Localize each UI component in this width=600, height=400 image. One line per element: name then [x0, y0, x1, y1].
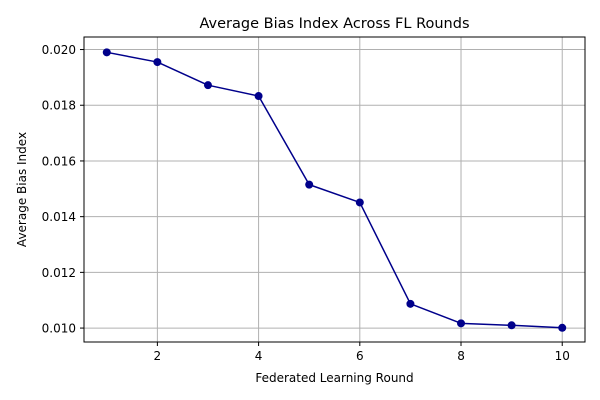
data-point — [305, 180, 314, 189]
y-tick-label: 0.018 — [42, 99, 76, 113]
chart-title: Average Bias Index Across FL Rounds — [199, 16, 469, 32]
x-tick-label: 4 — [255, 349, 263, 363]
data-point — [406, 299, 415, 308]
data-point — [254, 92, 263, 101]
data-point — [102, 48, 111, 57]
series-layer — [102, 48, 567, 332]
x-tick-label: 6 — [356, 349, 364, 363]
y-tick-label: 0.020 — [42, 43, 76, 57]
x-axis-title: Federated Learning Round — [255, 371, 413, 385]
grid-lines — [84, 37, 585, 342]
tick-layer: 2 4 6 8 10 0.010 0.012 0.014 0.016 0.018 0.020 — [42, 43, 570, 363]
data-point — [203, 81, 212, 90]
axes-frame — [83, 36, 586, 343]
x-tick-label: 2 — [154, 349, 162, 363]
data-point — [153, 58, 162, 67]
x-tick-label: 10 — [555, 349, 570, 363]
data-point — [355, 198, 364, 207]
y-axis-title: Average Bias Index — [15, 132, 29, 247]
series-line — [106, 51, 563, 329]
y-tick-label: 0.010 — [42, 322, 76, 336]
y-tick-label: 0.012 — [42, 266, 76, 280]
y-tick-label: 0.014 — [42, 210, 76, 224]
y-tick-label: 0.016 — [42, 154, 76, 168]
data-point — [558, 323, 567, 332]
data-point — [457, 319, 466, 328]
data-point — [507, 321, 516, 330]
x-tick-label: 8 — [457, 349, 465, 363]
